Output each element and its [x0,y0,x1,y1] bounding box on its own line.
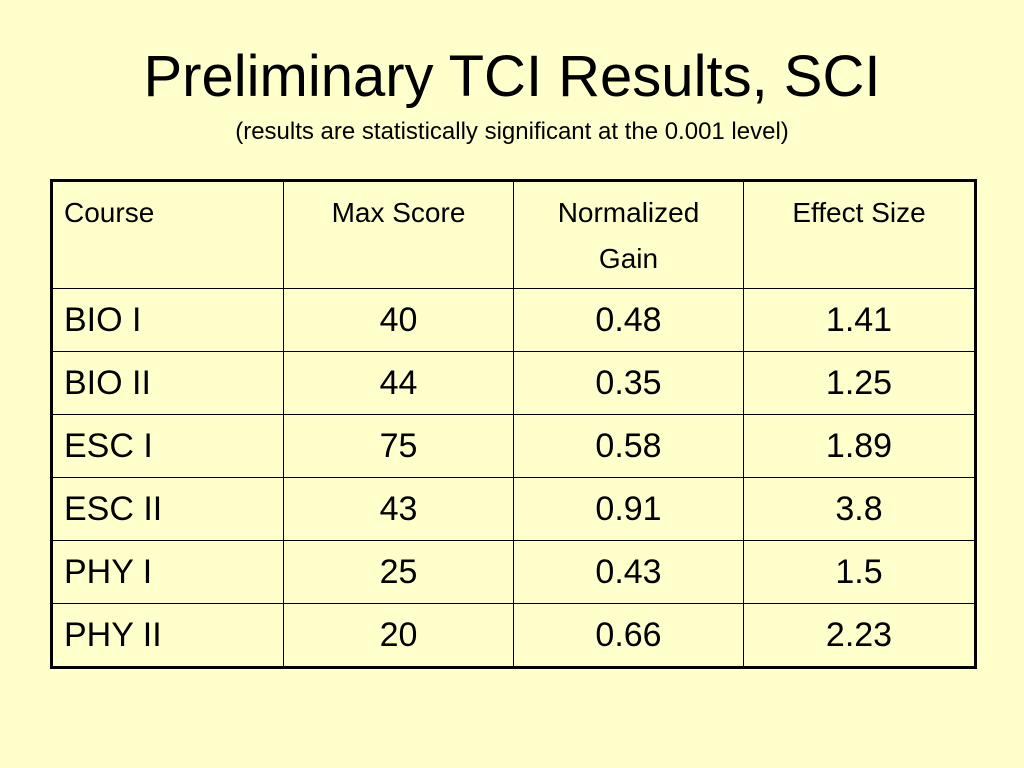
cell-max-score: 75 [283,414,514,478]
table-row: PHY I 25 0.43 1.5 [51,540,976,604]
cell-max-score: 20 [283,603,514,668]
cell-effect-size: 3.8 [743,477,976,541]
table-row: ESC II 43 0.91 3.8 [51,477,976,541]
header-normalized-gain-line2: Gain [598,243,659,274]
cell-max-score: 40 [283,288,514,352]
header-effect-size: Effect Size [743,180,976,289]
cell-max-score: 43 [283,477,514,541]
cell-course: ESC I [51,414,284,478]
cell-effect-size: 2.23 [743,603,976,668]
cell-normalized-gain: 0.48 [513,288,744,352]
cell-course: BIO I [51,288,284,352]
header-normalized-gain: Normalized Gain [513,180,744,289]
header-max-score: Max Score [283,180,514,289]
header-course: Course [51,180,284,289]
cell-effect-size: 1.25 [743,351,976,415]
cell-normalized-gain: 0.35 [513,351,744,415]
cell-normalized-gain: 0.66 [513,603,744,668]
cell-effect-size: 1.5 [743,540,976,604]
cell-normalized-gain: 0.91 [513,477,744,541]
table-row: BIO I 40 0.48 1.41 [51,288,976,352]
cell-effect-size: 1.41 [743,288,976,352]
cell-course: PHY II [51,603,284,668]
cell-course: BIO II [51,351,284,415]
header-row: Course Max Score Normalized Gain Effect … [51,180,976,289]
cell-effect-size: 1.89 [743,414,976,478]
slide-subtitle: (results are statistically significant a… [235,118,789,145]
table-row: ESC I 75 0.58 1.89 [51,414,976,478]
table-row: PHY II 20 0.66 2.23 [51,603,976,668]
header-normalized-gain-line1: Normalized [557,197,700,228]
cell-normalized-gain: 0.43 [513,540,744,604]
cell-normalized-gain: 0.58 [513,414,744,478]
slide-title: Preliminary TCI Results, SCI [143,44,881,109]
cell-course: ESC II [51,477,284,541]
cell-max-score: 44 [283,351,514,415]
results-table: Course Max Score Normalized Gain Effect … [50,179,977,669]
cell-course: PHY I [51,540,284,604]
cell-max-score: 25 [283,540,514,604]
table-row: BIO II 44 0.35 1.25 [51,351,976,415]
